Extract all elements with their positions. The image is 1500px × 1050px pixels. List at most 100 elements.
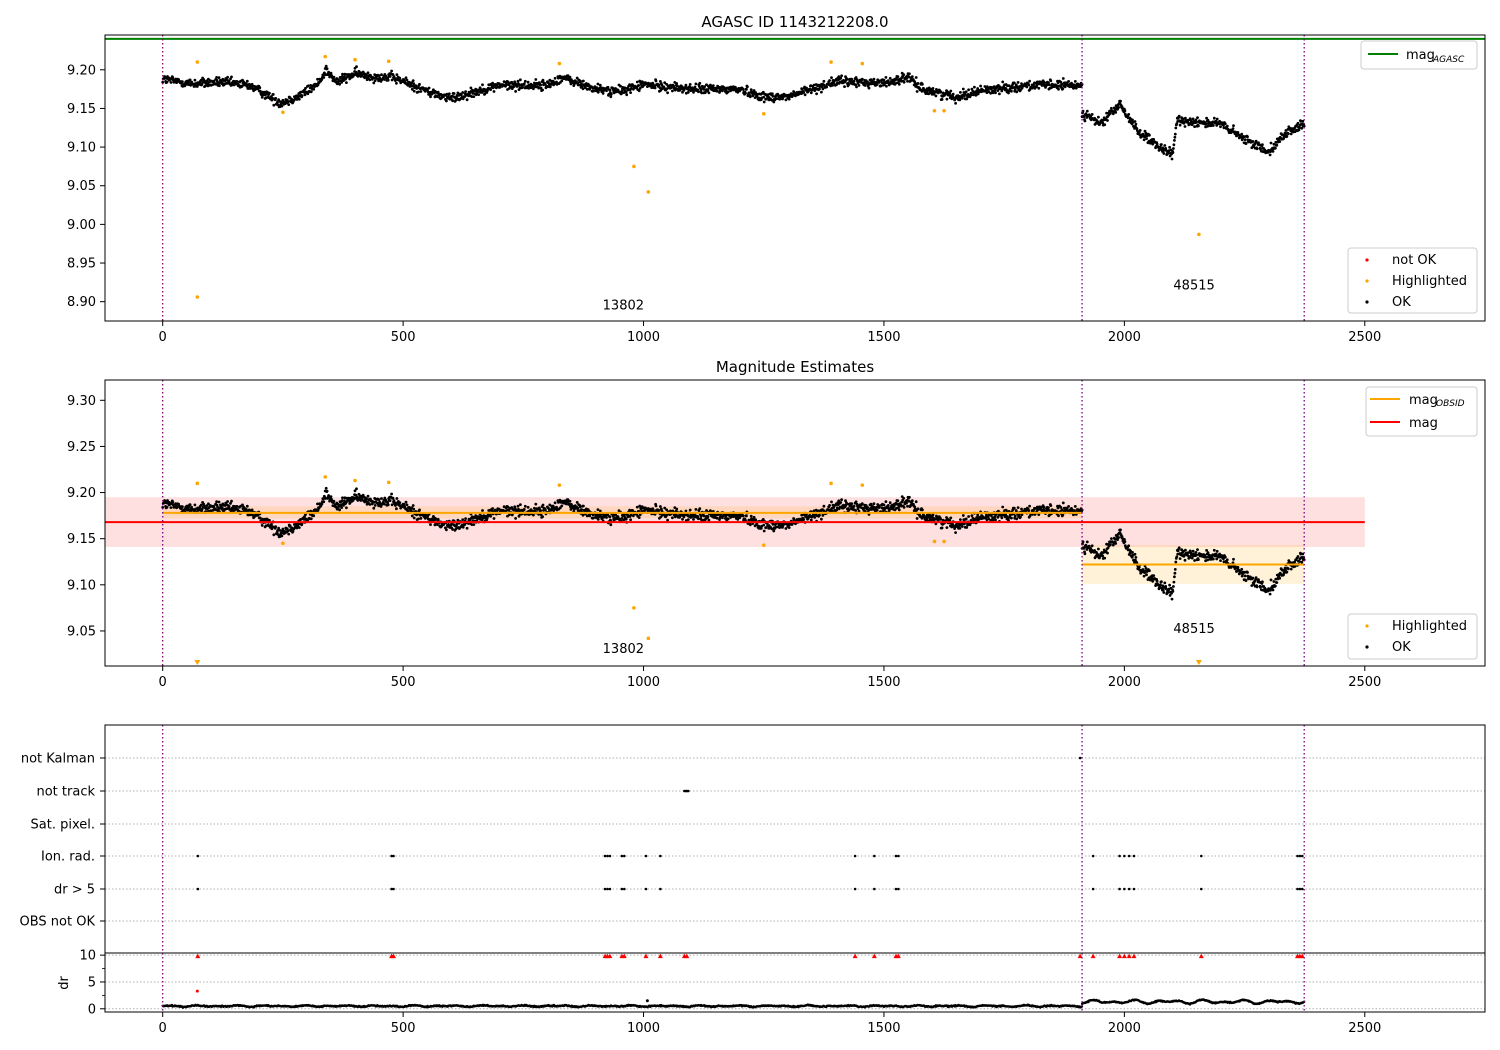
ok-point bbox=[519, 503, 522, 506]
ok-point bbox=[474, 514, 478, 517]
ok-point bbox=[998, 92, 1001, 96]
ok-point bbox=[854, 83, 857, 87]
ok-point bbox=[309, 84, 313, 87]
ok-point bbox=[1083, 552, 1087, 556]
flag-point bbox=[608, 887, 612, 891]
ok-point bbox=[391, 73, 395, 76]
ok-point bbox=[1042, 80, 1046, 84]
highlighted-point bbox=[942, 108, 946, 113]
ok-point bbox=[227, 79, 231, 83]
ok-point bbox=[1246, 135, 1249, 139]
ok-point bbox=[925, 517, 929, 521]
highlighted-point bbox=[557, 61, 562, 66]
ok-point bbox=[522, 82, 526, 86]
ok-point bbox=[983, 85, 987, 88]
ok-point bbox=[703, 85, 706, 88]
ok-point bbox=[419, 517, 423, 520]
ok-point bbox=[1285, 134, 1289, 138]
ok-point bbox=[1268, 153, 1272, 157]
ok-point bbox=[392, 499, 396, 503]
ok-point bbox=[320, 502, 324, 506]
ok-point bbox=[659, 80, 662, 83]
flag-row-label: Ion. rad. bbox=[41, 850, 95, 865]
flag-point bbox=[1127, 887, 1131, 891]
highlighted-point bbox=[195, 60, 200, 64]
ok-point bbox=[303, 515, 306, 519]
ok-point bbox=[412, 82, 416, 86]
ok-point bbox=[553, 76, 557, 80]
ok-point bbox=[1119, 528, 1122, 532]
ok-point bbox=[1275, 581, 1279, 584]
ok-point bbox=[638, 504, 642, 508]
ok-point bbox=[1261, 580, 1264, 584]
ok-point bbox=[1225, 558, 1229, 562]
ok-point bbox=[1090, 113, 1094, 116]
ok-point bbox=[1271, 588, 1275, 592]
ok-point bbox=[1180, 548, 1183, 552]
ok-point bbox=[368, 503, 372, 506]
ok-point bbox=[1172, 143, 1176, 147]
ok-point bbox=[419, 90, 423, 93]
ok-point bbox=[1116, 538, 1119, 541]
ok-point bbox=[964, 517, 968, 521]
ok-point bbox=[1168, 594, 1172, 597]
y-tick-label: 9.10 bbox=[67, 578, 96, 593]
ok-point bbox=[411, 79, 415, 82]
ok-point bbox=[427, 86, 431, 90]
ok-point bbox=[365, 497, 368, 501]
ok-point bbox=[461, 518, 465, 521]
ok-point bbox=[452, 92, 456, 95]
ok-point bbox=[541, 78, 545, 82]
ok-point bbox=[406, 83, 410, 87]
ok-point bbox=[271, 93, 275, 96]
ok-point bbox=[274, 97, 278, 100]
ok-point bbox=[1289, 567, 1293, 571]
ok-point bbox=[230, 499, 233, 503]
ok-point bbox=[1232, 557, 1235, 561]
ok-point bbox=[383, 78, 386, 81]
ok-point bbox=[582, 504, 585, 508]
ok-point bbox=[1173, 568, 1177, 571]
ok-point bbox=[754, 91, 757, 94]
ok-point bbox=[1190, 556, 1194, 560]
ok-point bbox=[307, 84, 310, 88]
ok-point bbox=[451, 528, 454, 531]
ok-point bbox=[653, 86, 657, 90]
ok-point bbox=[896, 75, 900, 79]
ok-point bbox=[398, 501, 402, 504]
ok-point bbox=[506, 80, 510, 84]
ok-point bbox=[472, 95, 476, 98]
ok-point bbox=[1087, 544, 1091, 548]
ok-point bbox=[813, 89, 817, 92]
ok-point bbox=[1019, 515, 1022, 519]
highlighted-point bbox=[932, 539, 937, 544]
ok-point bbox=[930, 92, 934, 96]
ok-point bbox=[606, 85, 610, 89]
ok-point bbox=[306, 92, 310, 96]
ok-point bbox=[892, 505, 896, 508]
ok-point bbox=[512, 85, 516, 88]
ok-point bbox=[214, 508, 218, 512]
obsid-label: 48515 bbox=[1173, 622, 1214, 637]
flag-point bbox=[1296, 887, 1299, 891]
ok-point bbox=[405, 503, 409, 507]
ok-point bbox=[464, 517, 467, 520]
ok-point bbox=[578, 505, 582, 509]
ok-point bbox=[324, 64, 328, 68]
ok-point bbox=[855, 85, 858, 89]
ok-point bbox=[309, 90, 313, 94]
panel-flags-plot-area bbox=[105, 725, 1485, 953]
flag-point bbox=[873, 887, 876, 891]
ok-point bbox=[1020, 507, 1023, 511]
ok-point bbox=[762, 95, 766, 99]
ok-point bbox=[1193, 125, 1196, 129]
ok-point bbox=[1186, 118, 1190, 122]
flag-point bbox=[1300, 887, 1304, 891]
ok-point bbox=[1025, 85, 1029, 89]
ok-point bbox=[1254, 576, 1258, 579]
ok-point bbox=[772, 100, 776, 104]
ok-point bbox=[1085, 540, 1089, 544]
ok-point bbox=[1056, 506, 1060, 510]
ok-point bbox=[1145, 573, 1148, 577]
flag-point bbox=[1091, 887, 1095, 891]
